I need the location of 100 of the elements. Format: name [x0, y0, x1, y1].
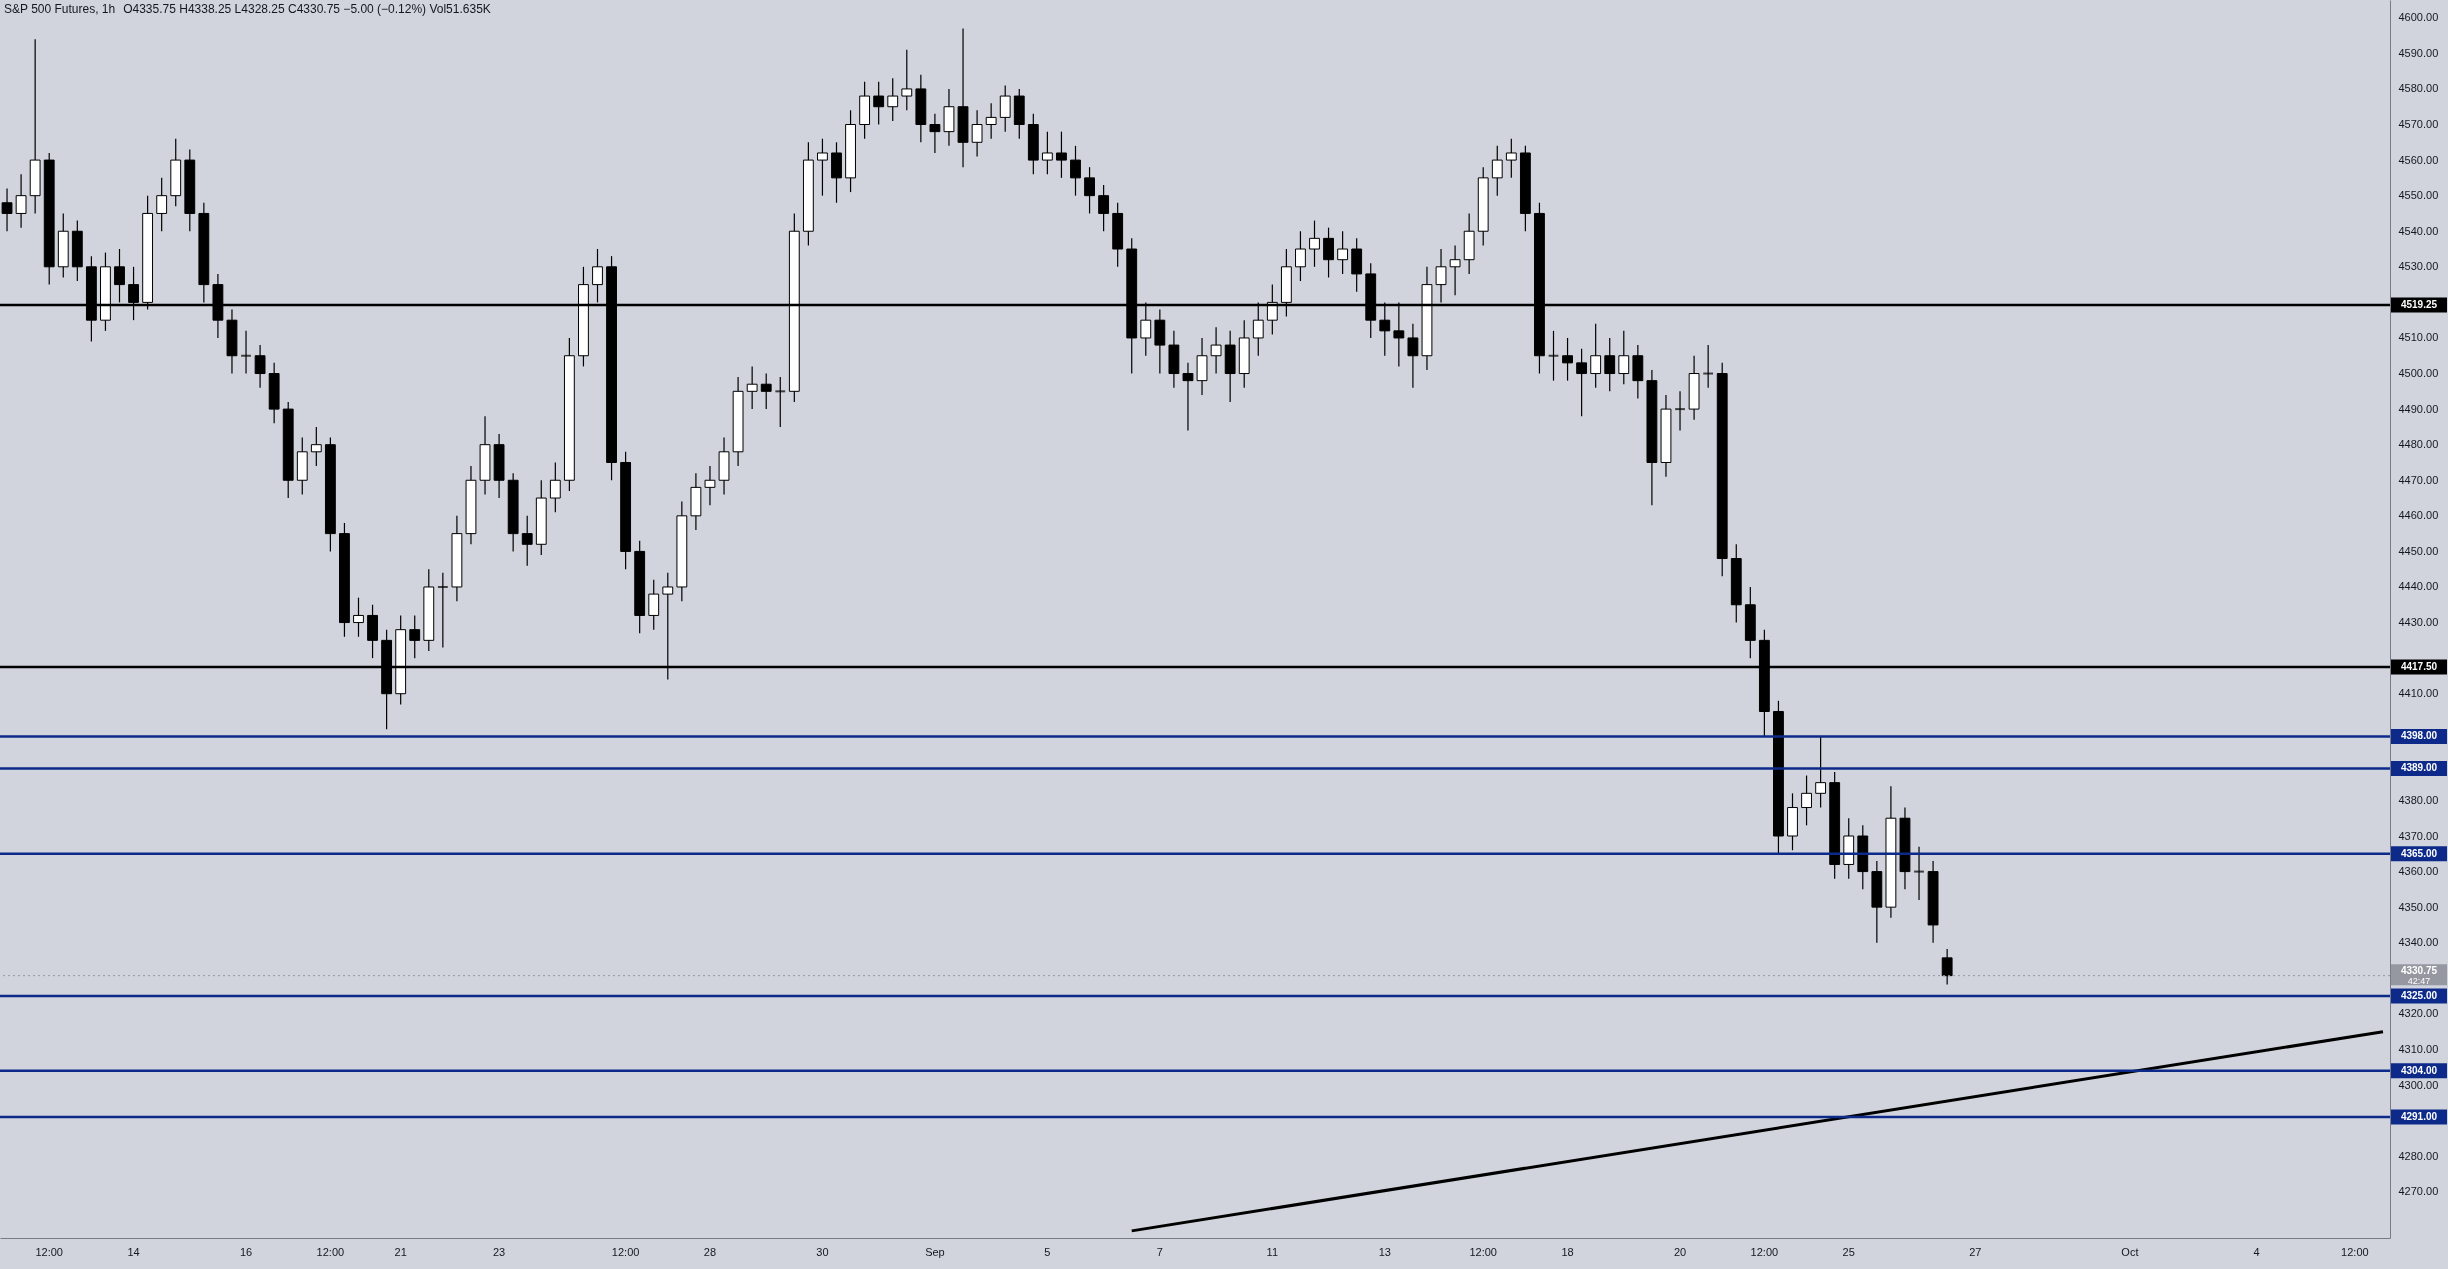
y-tick-label: 4510.00 — [2398, 331, 2439, 344]
candlestick — [521, 515, 533, 567]
candlestick — [1056, 131, 1067, 179]
candlestick — [114, 248, 125, 303]
candlestick — [999, 84, 1011, 133]
candlestick — [1309, 219, 1320, 268]
x-tick-label: 21 — [394, 1245, 407, 1258]
candlestick — [1070, 145, 1081, 197]
candlestick — [1675, 390, 1685, 432]
y-tick-label: 4580.00 — [2398, 82, 2439, 95]
y-tick-label: 4280.00 — [2398, 1149, 2439, 1162]
candlestick — [1435, 248, 1447, 303]
y-tick-label: 4340.00 — [2398, 936, 2439, 949]
ref-line-label: 4291.00 — [2400, 1111, 2438, 1123]
y-tick-label: 4270.00 — [2398, 1185, 2439, 1198]
x-tick-label: 30 — [816, 1245, 829, 1258]
candlestick — [1182, 362, 1194, 432]
y-tick-label: 4300.00 — [2398, 1078, 2439, 1091]
ref-line-label: 4365.00 — [2400, 847, 2438, 859]
candlestick — [746, 365, 758, 410]
candlestick — [1562, 337, 1573, 382]
candlestick — [929, 113, 941, 154]
x-tick-label: 12:00 — [316, 1245, 345, 1258]
y-tick-label: 4380.00 — [2398, 793, 2439, 806]
y-tick-label: 4600.00 — [2398, 11, 2439, 24]
candlestick — [1576, 348, 1588, 417]
candlestick — [409, 614, 421, 659]
x-tick-label: 11 — [1266, 1245, 1279, 1258]
x-tick-label: 7 — [1156, 1245, 1163, 1258]
x-tick-label: 16 — [239, 1245, 253, 1258]
x-tick-label: 28 — [703, 1245, 717, 1258]
candlestick — [1, 187, 13, 232]
x-tick-label: Oct — [2121, 1245, 2139, 1258]
y-tick-label: 4480.00 — [2398, 438, 2439, 451]
y-tick-label: 4490.00 — [2398, 402, 2439, 415]
candlestick — [985, 102, 997, 140]
candlestick — [887, 77, 899, 122]
candlestick — [1801, 774, 1812, 826]
y-tick-label: 4460.00 — [2398, 509, 2439, 522]
candlestick — [1449, 244, 1461, 296]
candlestick — [1210, 326, 1222, 375]
y-tick-label: 4320.00 — [2398, 1007, 2439, 1020]
candlestick — [1815, 735, 1827, 809]
x-tick-label: 25 — [1842, 1245, 1855, 1258]
candlestick — [971, 109, 983, 158]
y-tick-label: 4450.00 — [2398, 544, 2439, 557]
candlestick — [254, 344, 266, 389]
candlestick — [592, 248, 603, 303]
y-tick-label: 4550.00 — [2398, 189, 2439, 202]
y-tick-label: 4360.00 — [2398, 865, 2439, 878]
x-tick-label: 18 — [1561, 1245, 1574, 1258]
y-tick-label: 4590.00 — [2398, 46, 2439, 59]
candlestick — [156, 177, 168, 232]
x-tick-label: 12:00 — [1469, 1245, 1497, 1258]
ref-line-label: 4330.75 — [2400, 964, 2438, 976]
x-tick-label: 20 — [1673, 1245, 1687, 1258]
y-tick-label: 4440.00 — [2398, 580, 2439, 593]
chart-title: S&P 500 Futures, 1h — [4, 2, 116, 16]
candlestick — [817, 138, 828, 197]
x-tick-label: 4 — [2253, 1245, 2260, 1258]
candlestick — [1337, 230, 1349, 275]
x-tick-label: 12:00 — [2341, 1245, 2369, 1258]
ref-line-label: 4389.00 — [2400, 762, 2438, 774]
candlestick — [1295, 230, 1306, 282]
candlestick — [648, 579, 660, 631]
candlestick — [549, 461, 561, 513]
x-tick-label: 12:00 — [611, 1245, 640, 1258]
candlestick — [901, 49, 913, 111]
x-tick-label: 23 — [492, 1245, 506, 1258]
y-tick-label: 4370.00 — [2398, 829, 2439, 842]
ref-line-label: 4304.00 — [2400, 1064, 2438, 1076]
y-tick-label: 4430.00 — [2398, 616, 2439, 629]
candlestick — [1505, 138, 1517, 179]
ref-line-label: 4325.00 — [2400, 990, 2438, 1002]
candlestick — [1590, 323, 1602, 389]
ref-line-label: 4398.00 — [2400, 730, 2438, 742]
candlestick — [1041, 131, 1053, 175]
x-tick-label: 12:00 — [35, 1245, 63, 1258]
candlestick — [760, 372, 772, 410]
candlestick — [1914, 846, 1924, 901]
candlestick — [1098, 184, 1110, 232]
y-tick-label: 4410.00 — [2398, 687, 2439, 700]
candlestick — [1604, 337, 1616, 392]
x-tick-label: 12:00 — [1750, 1245, 1779, 1258]
ref-line-label: 4519.25 — [2400, 299, 2438, 311]
candlestick — [1548, 330, 1559, 382]
candlestick — [704, 465, 716, 506]
x-tick-label: 14 — [127, 1245, 140, 1258]
candlestick — [873, 81, 885, 126]
y-tick-label: 4540.00 — [2398, 224, 2439, 237]
candlestick — [1491, 145, 1503, 197]
candlestick — [437, 572, 448, 649]
y-tick-label: 4560.00 — [2398, 153, 2439, 166]
candlestick — [310, 426, 322, 467]
y-tick-label: 4570.00 — [2398, 118, 2439, 131]
annotation: O4335.75 H4338.25 L4328.25 C4330.75 −5.00 (−0.12%) Vol51.635K — [123, 2, 491, 16]
x-tick-label: 13 — [1378, 1245, 1391, 1258]
x-tick-label: 27 — [1969, 1245, 1982, 1258]
y-tick-label: 4500.00 — [2398, 367, 2439, 380]
text: 42:47 — [2407, 975, 2431, 986]
